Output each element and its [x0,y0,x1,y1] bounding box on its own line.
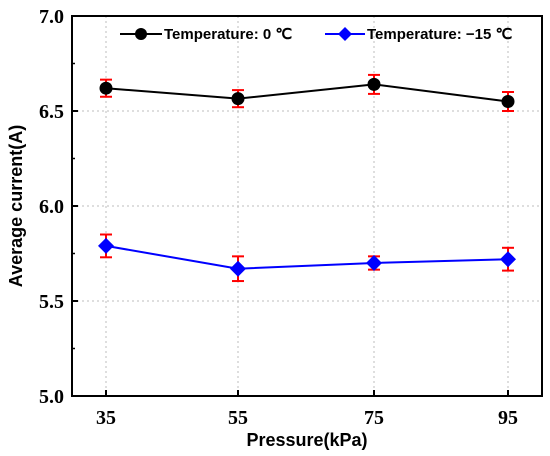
x-tick-label-75: 75 [364,407,384,429]
axis-ticks: 35 55 75 95 5.0 5.5 6.0 6.5 7.0 [39,6,518,429]
legend-marker-series-0 [135,28,147,40]
y-tick-label-6.5: 6.5 [39,101,64,123]
x-tick-label-35: 35 [96,407,116,429]
data-point-series-0-55 [231,92,245,106]
data-point-series-0-75 [367,77,381,91]
legend: Temperature: 0 ℃ Temperature: −15 ℃ [120,26,513,43]
data-point-series-1-35 [98,237,114,254]
data-point-series-1-95 [500,251,516,268]
grid-lines [72,16,542,396]
data-point-series-0-95 [501,95,515,108]
data-point-series-1-75 [366,255,382,271]
series-line-1 [105,244,509,270]
y-tick-label-5.0: 5.0 [39,386,64,408]
y-axis-title: Average current(A) [6,125,26,287]
data-point-series-1-55 [230,260,246,277]
legend-label-series-1: Temperature: −15 ℃ [367,26,513,43]
y-tick-label-6.0: 6.0 [39,196,64,218]
legend-marker-series-1 [338,27,352,41]
y-tick-label-5.5: 5.5 [39,291,64,313]
y-tick-label-7.0: 7.0 [39,6,64,28]
data-point-series-0-35 [99,81,113,95]
x-tick-label-55: 55 [228,407,248,429]
x-tick-label-95: 95 [498,407,518,429]
series-line-0 [105,83,509,103]
legend-label-series-0: Temperature: 0 ℃ [164,26,292,43]
x-axis-title: Pressure(kPa) [246,430,367,450]
series-layer [98,73,516,283]
